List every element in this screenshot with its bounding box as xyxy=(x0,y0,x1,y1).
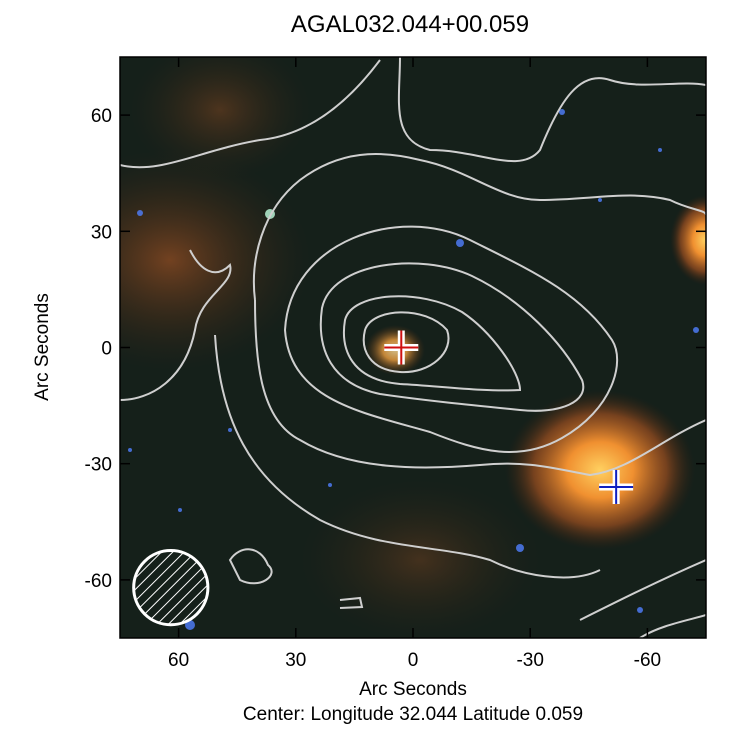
y-tick-label: 0 xyxy=(101,339,112,360)
chart-title: AGAL032.044+00.059 xyxy=(291,11,529,38)
x-tick-label: 60 xyxy=(168,650,189,671)
contour xyxy=(339,596,364,609)
contour xyxy=(254,299,706,477)
sky-image xyxy=(120,57,706,638)
contour xyxy=(252,153,706,301)
y-tick-label: 60 xyxy=(91,106,112,127)
contour xyxy=(362,311,450,374)
x-tick-label: 30 xyxy=(285,650,306,671)
x-tick-label: -60 xyxy=(634,650,661,671)
source-marker xyxy=(599,469,634,504)
y-tick-label: 30 xyxy=(91,222,112,243)
y-tick-label: -30 xyxy=(85,455,112,476)
contour xyxy=(579,559,706,638)
contour xyxy=(319,262,585,412)
contour xyxy=(343,295,522,392)
contour xyxy=(120,57,706,169)
contour xyxy=(228,548,273,585)
contour xyxy=(283,225,619,454)
x-tick-label: -30 xyxy=(516,650,543,671)
y-tick-label: -60 xyxy=(85,571,112,592)
beam xyxy=(132,549,210,627)
contour xyxy=(214,334,601,579)
source-marker xyxy=(384,330,419,365)
footer: Center: Longitude 32.044 Latitude 0.059 xyxy=(243,704,583,725)
x-axis-label: Arc Seconds xyxy=(359,679,467,700)
y-axis-label: Arc Seconds xyxy=(32,293,53,401)
contour xyxy=(120,249,232,401)
x-tick-label: 0 xyxy=(408,650,419,671)
